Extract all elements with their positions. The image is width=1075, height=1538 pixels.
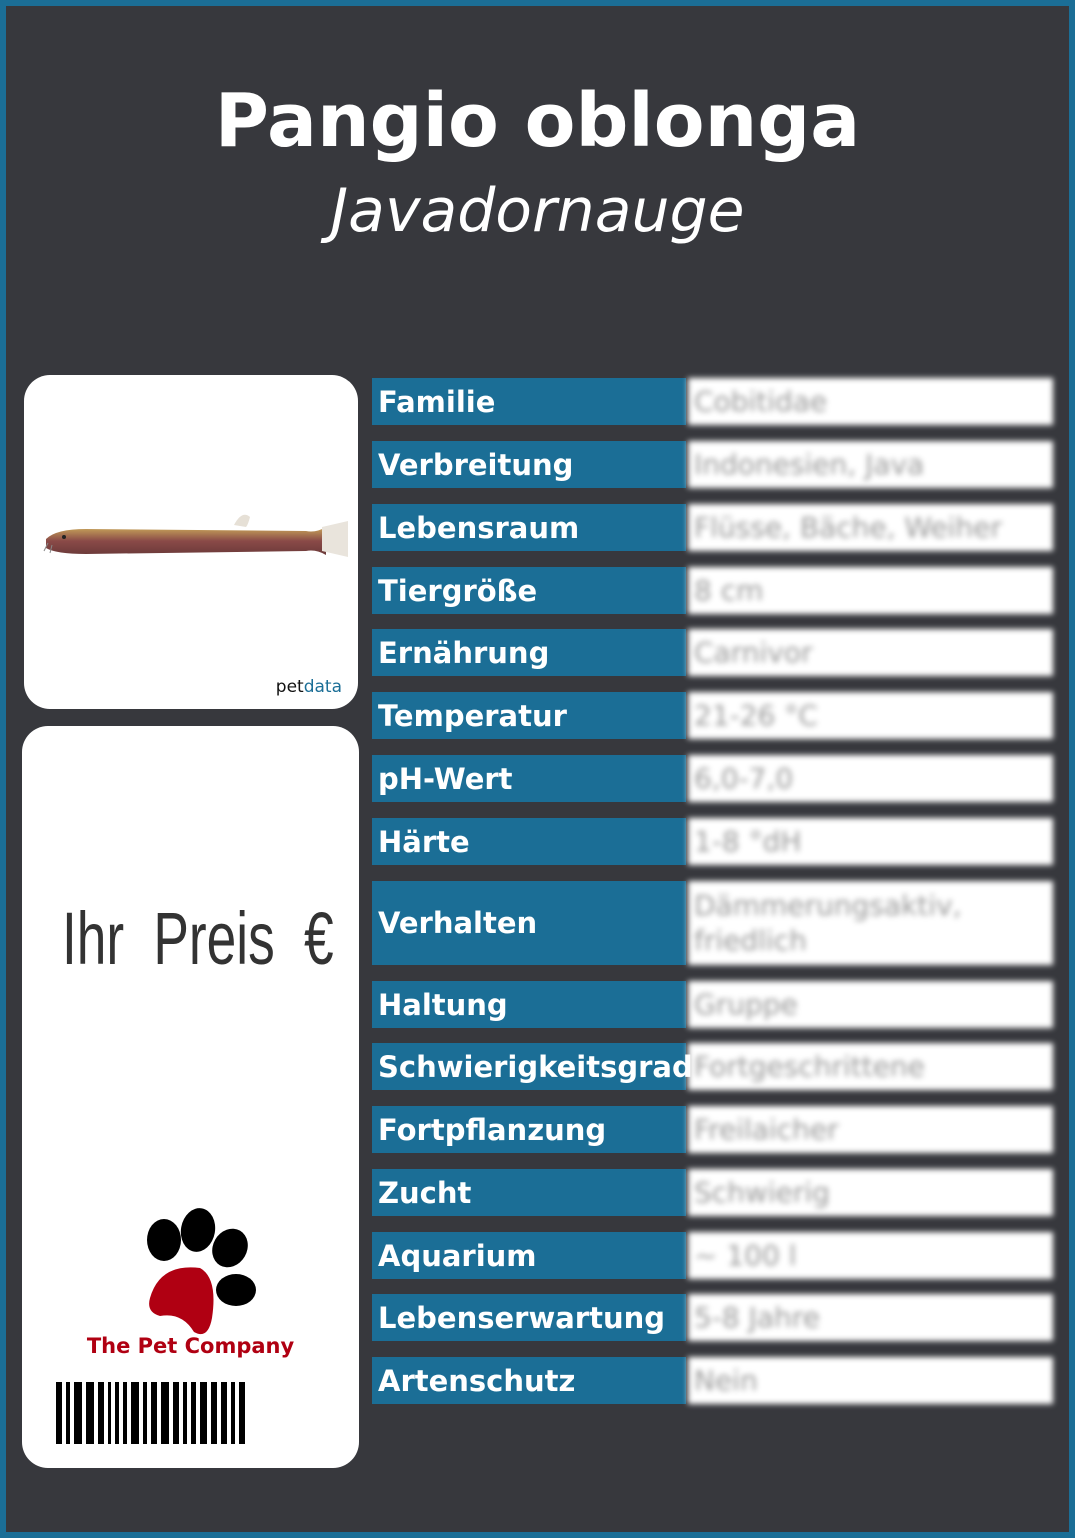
table-row: Schwierigkeitsgrad Fortgeschrittene [372,1043,1053,1090]
row-label: Haltung [372,981,686,1028]
row-label: Verhalten [372,881,686,965]
row-value: 1-8 °dH [688,818,1053,865]
table-row: Tiergröße 8 cm [372,567,1053,614]
row-label: Lebensraum [372,504,686,551]
price-card: Ihr Preis € The Pet Company [22,726,359,1468]
logo-text-data: data [303,677,342,697]
row-value: Fortgeschrittene [688,1043,1053,1090]
price-label: Ihr Preis € [62,897,334,980]
row-value: Dämmerungsaktiv, friedlich [688,881,1053,965]
petdata-logo: petdata [276,677,342,697]
barcode [56,1382,245,1444]
table-row: Aquarium ~ 100 l [372,1232,1053,1279]
row-label: Härte [372,818,686,865]
row-value: ~ 100 l [688,1232,1053,1279]
table-row: Härte 1-8 °dH [372,818,1053,865]
row-label: Fortpflanzung [372,1106,686,1153]
fish-image-card: petdata [24,375,358,709]
table-row: Ernährung Carnivor [372,629,1053,676]
row-label: Lebenserwartung [372,1294,686,1341]
row-label: pH-Wert [372,755,686,802]
row-label: Aquarium [372,1232,686,1279]
row-value: Nein [688,1357,1053,1404]
company-name: The Pet Company [86,1334,295,1358]
fish-image [43,514,348,557]
row-label: Familie [372,378,686,425]
row-value: 21-26 °C [688,692,1053,739]
page-title: Pangio oblonga [214,78,861,164]
row-label: Temperatur [372,692,686,739]
table-row: Familie Cobitidae [372,378,1053,425]
table-row: Lebensraum Flüsse, Bäche, Weiher [372,504,1053,551]
table-row: pH-Wert 6,0-7,0 [372,755,1053,802]
row-label: Verbreitung [372,441,686,488]
row-value: Flüsse, Bäche, Weiher [688,504,1053,551]
page-subtitle: Javadornauge [330,176,745,246]
row-value: Indonesien, Java [688,441,1053,488]
row-label: Ernährung [372,629,686,676]
row-value: Freilaicher [688,1106,1053,1153]
table-row: Verhalten Dämmerungsaktiv, friedlich [372,881,1053,965]
table-row: Temperatur 21-26 °C [372,692,1053,739]
row-label: Tiergröße [372,567,686,614]
row-value: 6,0-7,0 [688,755,1053,802]
table-row: Zucht Schwierig [372,1169,1053,1216]
row-label: Zucht [372,1169,686,1216]
row-value: Cobitidae [688,378,1053,425]
table-row: Haltung Gruppe [372,981,1053,1028]
table-row: Fortpflanzung Freilaicher [372,1106,1053,1153]
table-row: Artenschutz Nein [372,1357,1053,1404]
table-row: Lebenserwartung 5-8 Jahre [372,1294,1053,1341]
row-value: Schwierig [688,1169,1053,1216]
species-card: Pangio oblonga Javadornauge petdata Ihr … [6,6,1069,1532]
row-label: Schwierigkeitsgrad [372,1043,693,1090]
table-row: Verbreitung Indonesien, Java [372,441,1053,488]
row-value: 5-8 Jahre [688,1294,1053,1341]
row-value: Carnivor [688,629,1053,676]
row-value: 8 cm [688,567,1053,614]
paw-logo-icon [147,1208,256,1335]
logo-text-pet: pet [275,677,304,697]
row-label: Artenschutz [372,1357,686,1404]
row-value: Gruppe [688,981,1053,1028]
